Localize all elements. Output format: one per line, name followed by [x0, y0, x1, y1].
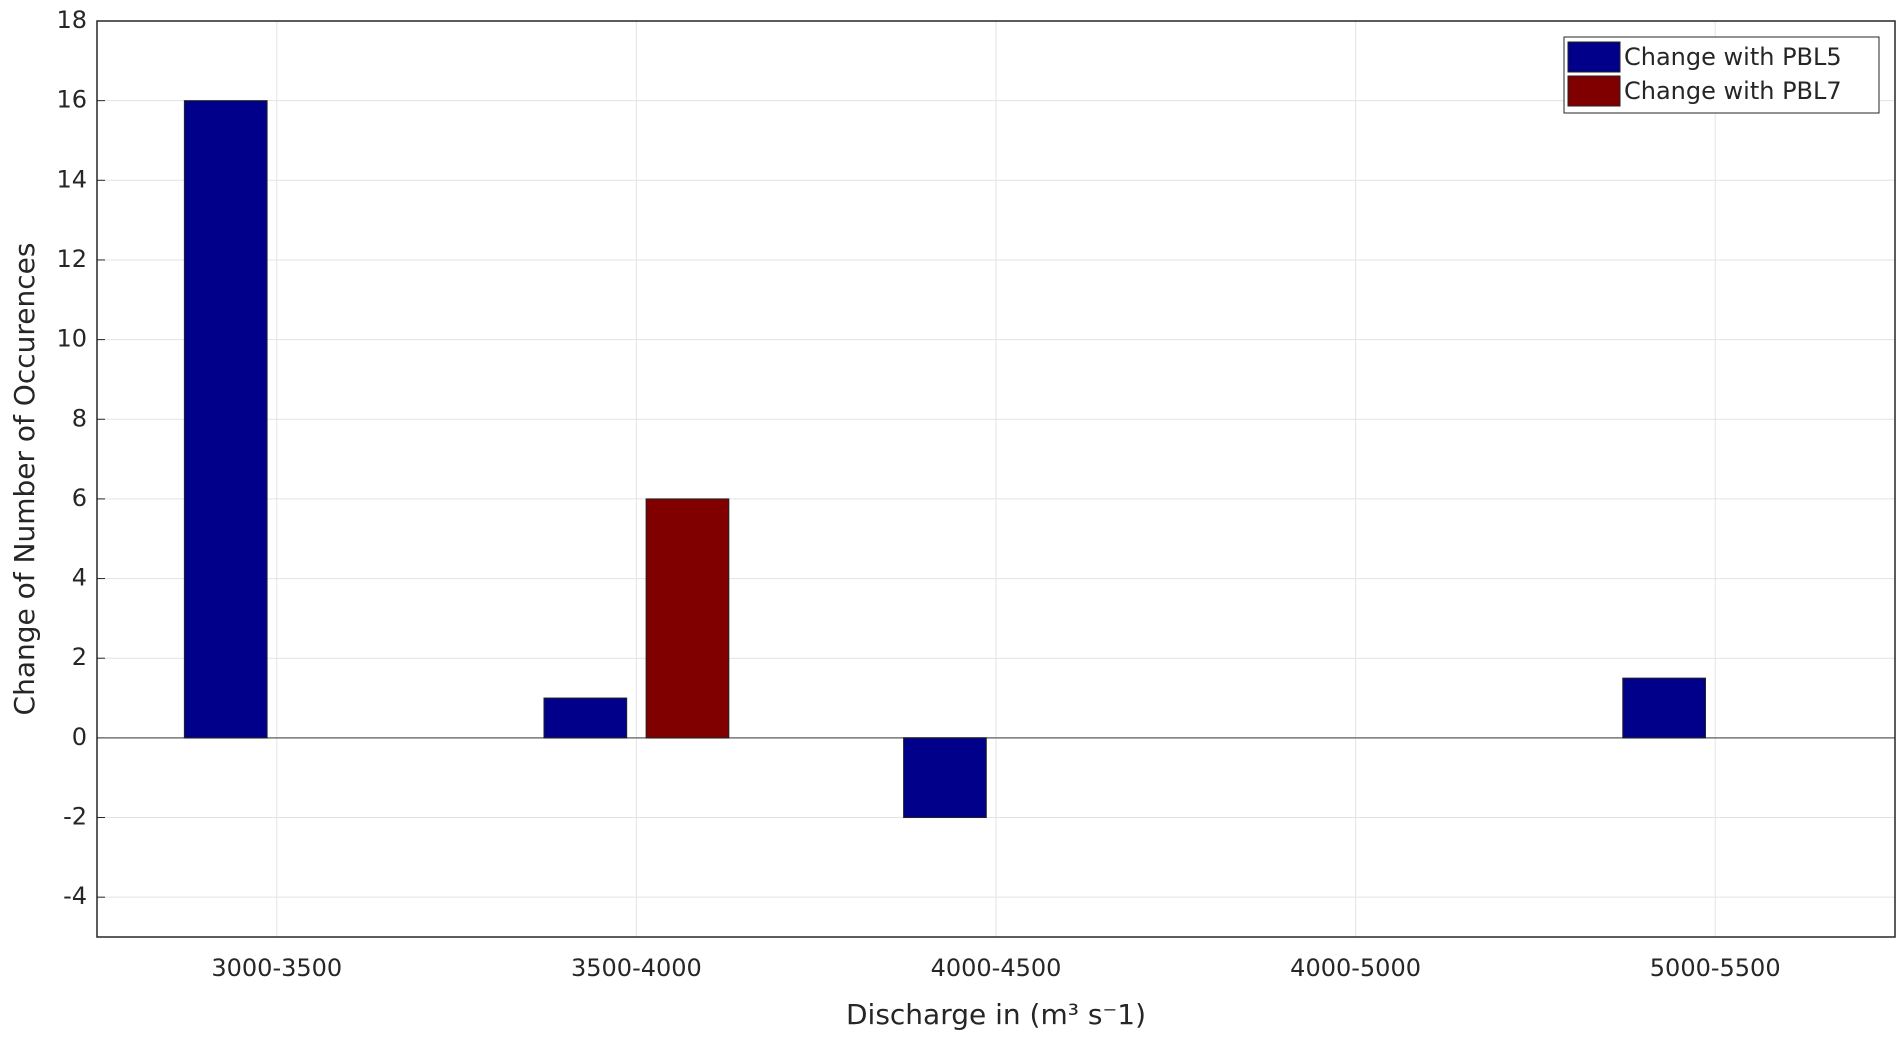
legend-swatch — [1567, 41, 1621, 73]
legend-label: Change with PBL7 — [1624, 77, 1842, 105]
bar — [543, 697, 628, 739]
y-tick-label: 14 — [56, 165, 87, 193]
y-tick-label: 18 — [56, 6, 87, 34]
x-tick-label: 4000-5000 — [1290, 954, 1421, 982]
y-tick-label: 4 — [72, 564, 87, 592]
legend-label: Change with PBL5 — [1624, 43, 1842, 71]
x-tick-label: 3500-4000 — [571, 954, 702, 982]
y-tick-label: 12 — [56, 245, 87, 273]
x-axis-label: Discharge in (m³ s⁻1) — [846, 998, 1146, 1031]
bar — [903, 737, 987, 819]
y-axis-label: Change of Number of Occurences — [8, 243, 41, 716]
bar — [645, 498, 730, 739]
legend-swatch — [1567, 75, 1621, 107]
y-tick-label: 2 — [72, 643, 87, 671]
y-tick-label: 16 — [56, 86, 87, 114]
y-tick-label: -4 — [63, 882, 87, 910]
x-tick-label: 4000-4500 — [931, 954, 1062, 982]
y-tick-label: 0 — [72, 723, 87, 751]
x-tick-label: 5000-5500 — [1650, 954, 1781, 982]
y-tick-label: 10 — [56, 325, 87, 353]
y-tick-label: -2 — [63, 803, 87, 831]
y-tick-label: 8 — [72, 404, 87, 432]
plot-frame — [96, 20, 1896, 938]
bar — [183, 100, 268, 739]
y-tick-label: 6 — [72, 484, 87, 512]
x-tick-label: 3000-3500 — [211, 954, 342, 982]
bar — [1622, 677, 1706, 739]
